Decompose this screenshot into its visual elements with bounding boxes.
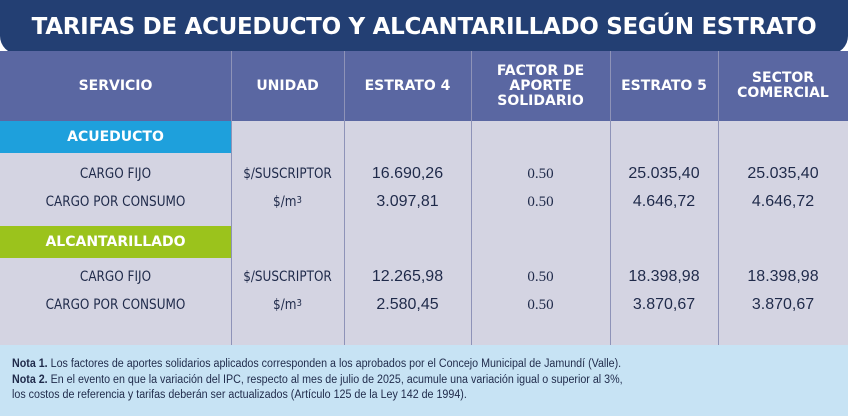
alcantarillado-cargo-fijo-unidad: $/SUSCRIPTOR: [243, 269, 332, 285]
column-divider: [718, 51, 719, 345]
title-banner: TARIFAS DE ACUEDUCTO Y ALCANTARILLADO SE…: [0, 0, 848, 54]
alcantarillado-cargo-consumo-factor: 0.50: [527, 296, 554, 313]
acueducto-cargo-fijo-unidad: $/SUSCRIPTOR: [243, 166, 332, 182]
acueducto-cargo-consumo-servicio: CARGO POR CONSUMO: [45, 194, 186, 210]
header-sector-comercial: SECTOR COMERCIAL: [718, 51, 848, 121]
acueducto-cargo-consumo-factor: 0.50: [527, 193, 554, 210]
alcantarillado-cargo-consumo-estrato-5: 3.870,67: [632, 296, 696, 313]
alcantarillado-cargo-fijo-comercial: 18.398,98: [747, 268, 819, 285]
unit-superscript: 3: [296, 297, 302, 309]
page-title: TARIFAS DE ACUEDUCTO Y ALCANTARILLADO SE…: [31, 14, 817, 40]
note-2-label: Nota 2.: [12, 374, 48, 386]
note-2-continuation: los costos de referencia y tarifas deber…: [12, 389, 467, 401]
alcantarillado-cargo-fijo-estrato-4: 12.265,98: [371, 268, 444, 285]
note-2: Nota 2. En el evento en que la variación…: [12, 374, 623, 386]
acueducto-cargo-fijo-servicio: CARGO FIJO: [79, 166, 152, 182]
section-alcantarillado: ALCANTARILLADO: [0, 226, 231, 258]
header-servicio-label: SERVICIO: [78, 77, 153, 94]
unit-text: $/m: [273, 297, 297, 313]
header-estrato-4-label: ESTRATO 4: [364, 77, 451, 94]
header-estrato-5-label: ESTRATO 5: [621, 77, 707, 94]
header-comercial-line-1: SECTOR: [751, 70, 815, 86]
alcantarillado-cargo-consumo-unidad: $/m 3: [239, 294, 336, 316]
column-divider: [231, 51, 232, 345]
unit-superscript: 3: [296, 194, 302, 206]
header-factor-line-1: FACTOR DE: [496, 62, 585, 79]
header-estrato-5: ESTRATO 5: [610, 51, 718, 121]
column-divider: [344, 51, 345, 345]
header-factor-line-3: SOLIDARIO: [497, 92, 584, 109]
alcantarillado-cargo-fijo-factor: 0.50: [527, 268, 554, 285]
note-2-text: En el evento en que la variación del IPC…: [47, 374, 623, 386]
alcantarillado-cargo-consumo-servicio: CARGO POR CONSUMO: [45, 297, 186, 313]
unit-text: $/m: [273, 194, 297, 210]
acueducto-cargo-consumo-unidad: $/m 3: [239, 191, 336, 213]
alcantarillado-cargo-consumo-comercial: 3.870,67: [751, 296, 815, 313]
acueducto-cargo-fijo-factor: 0.50: [527, 165, 554, 182]
note-1: Nota 1. Los factores de aportes solidari…: [12, 358, 621, 370]
header-estrato-4: ESTRATO 4: [344, 51, 471, 121]
table-header: SERVICIO UNIDAD ESTRATO 4 FACTOR DE APOR…: [0, 51, 848, 121]
acueducto-cargo-consumo-estrato-4: 3.097,81: [376, 193, 439, 210]
header-comercial-line-2: COMERCIAL: [737, 85, 829, 101]
acueducto-cargo-fijo-comercial: 25.035,40: [747, 165, 819, 182]
note-1-text: Los factores de aportes solidarios aplic…: [47, 358, 622, 370]
column-divider: [471, 51, 472, 345]
acueducto-cargo-consumo-estrato-5: 4.646,72: [632, 193, 696, 210]
note-1-label: Nota 1.: [12, 358, 48, 370]
alcantarillado-cargo-fijo-estrato-5: 18.398,98: [628, 268, 700, 285]
acueducto-cargo-consumo-comercial: 4.646,72: [751, 193, 815, 210]
acueducto-cargo-fijo-estrato-4: 16.690,26: [371, 165, 444, 182]
header-factor-line-2: APORTE: [509, 77, 572, 94]
notes-panel: Nota 1. Los factores de aportes solidari…: [0, 345, 848, 416]
acueducto-cargo-fijo-estrato-5: 25.035,40: [628, 165, 700, 182]
section-acueducto: ACUEDUCTO: [0, 121, 231, 153]
header-unidad-label: UNIDAD: [256, 77, 319, 94]
alcantarillado-cargo-fijo-servicio: CARGO FIJO: [79, 269, 152, 285]
header-servicio: SERVICIO: [0, 51, 231, 121]
column-divider: [610, 51, 611, 345]
header-factor-aporte: FACTOR DE APORTE SOLIDARIO: [471, 51, 610, 121]
header-unidad: UNIDAD: [231, 51, 344, 121]
alcantarillado-cargo-consumo-estrato-4: 2.580,45: [376, 296, 439, 313]
